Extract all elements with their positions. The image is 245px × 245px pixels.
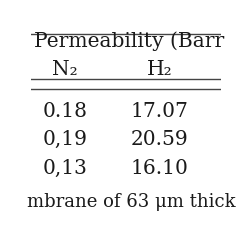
Text: 20.59: 20.59 xyxy=(131,130,189,149)
Text: 0,19: 0,19 xyxy=(42,130,87,149)
Text: H₂: H₂ xyxy=(147,60,172,78)
Text: N₂: N₂ xyxy=(52,60,78,78)
Text: 0,13: 0,13 xyxy=(42,159,87,178)
Text: 16.10: 16.10 xyxy=(131,159,189,178)
Text: mbrane of 63 μm thick: mbrane of 63 μm thick xyxy=(27,193,235,211)
Text: Permeability (Barr: Permeability (Barr xyxy=(34,32,224,51)
Text: 17.07: 17.07 xyxy=(131,102,189,121)
Text: 0.18: 0.18 xyxy=(42,102,87,121)
